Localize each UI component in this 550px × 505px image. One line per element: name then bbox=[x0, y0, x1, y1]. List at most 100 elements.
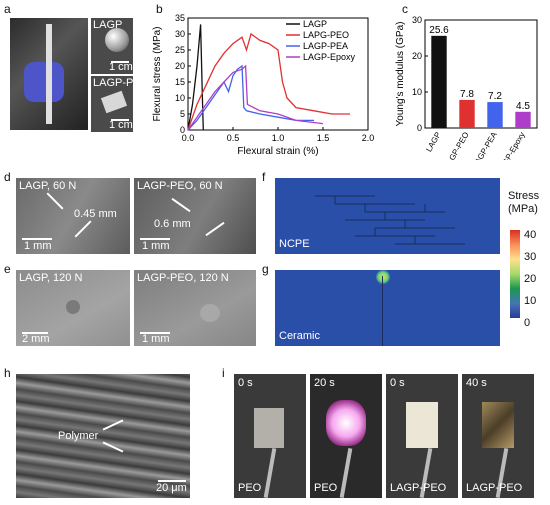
indent-mark bbox=[200, 304, 220, 322]
bar-lagp-pea bbox=[487, 102, 503, 128]
series-line-lagp bbox=[187, 24, 204, 131]
panel-i-time-2: 20 s bbox=[314, 377, 335, 389]
series-line-lagp-epoxy bbox=[187, 64, 324, 131]
panel-a-photo-hand bbox=[10, 18, 88, 130]
scale-bar bbox=[22, 238, 52, 240]
panel-a-letter: a bbox=[4, 2, 11, 16]
flame-glow bbox=[326, 400, 366, 446]
burned-film bbox=[482, 402, 514, 448]
sphere-shape bbox=[105, 28, 129, 52]
y-tick-label: 5 bbox=[180, 109, 185, 119]
stress-hotspot bbox=[376, 270, 390, 284]
panel-i-sample-4: LAGP-PEO bbox=[466, 482, 523, 494]
x-tick-label: 2.0 bbox=[362, 133, 375, 143]
bar-value-label: 7.2 bbox=[488, 91, 502, 102]
bar-lagp bbox=[431, 35, 447, 129]
panel-i-sample-1: PEO bbox=[238, 482, 262, 494]
y-tick-label: 30 bbox=[412, 15, 422, 25]
panel-e-right-scale: 1 mm bbox=[142, 333, 170, 345]
indent-arrow bbox=[46, 192, 64, 210]
x-tick-label: 0.0 bbox=[182, 133, 195, 143]
panel-d-left-scale: 1 mm bbox=[24, 240, 52, 252]
colorbar-ticks: 40 30 20 10 0 bbox=[524, 224, 536, 334]
panel-i-frame-3: 0 s LAGP-PEO bbox=[386, 374, 458, 498]
y-tick-label: 35 bbox=[175, 13, 185, 23]
glove-shape bbox=[24, 62, 64, 102]
x-tick-label: 1.0 bbox=[272, 133, 285, 143]
panel-d-letter: d bbox=[4, 170, 11, 184]
panel-h-sem-image: Polymer 20 μm bbox=[16, 374, 190, 498]
indent-mark bbox=[66, 300, 80, 314]
legend-label: LAGP-Epoxy bbox=[303, 52, 356, 62]
bar-lagp-peo bbox=[459, 99, 475, 128]
category-label: LAGP-Epoxy bbox=[496, 131, 527, 161]
panel-i-time-1: 0 s bbox=[238, 377, 253, 389]
panel-e-left-label: LAGP, 120 N bbox=[19, 272, 83, 284]
panel-d-left-image: LAGP, 60 N 0.45 mm 1 mm bbox=[16, 178, 130, 254]
panel-e-right-label: LAGP-PEO, 120 N bbox=[137, 272, 229, 284]
legend-label: LAPG-PEO bbox=[303, 30, 349, 40]
bar-value-label: 7.8 bbox=[460, 89, 474, 100]
category-label: LAGP bbox=[424, 131, 442, 154]
polymer-arrow bbox=[102, 419, 124, 431]
bar-lagp-epoxy bbox=[515, 111, 531, 128]
colorbar-tick: 40 bbox=[524, 229, 537, 241]
y-tick-label: 20 bbox=[175, 61, 185, 71]
bent-sheet-shape bbox=[100, 90, 128, 114]
panel-c-letter: c bbox=[402, 2, 408, 16]
colorbar-tick: 20 bbox=[524, 273, 537, 285]
scale-bar bbox=[111, 119, 129, 121]
lagp-peo-film bbox=[406, 402, 438, 448]
y-tick-label: 10 bbox=[412, 87, 422, 97]
panel-i-time-3: 0 s bbox=[390, 377, 405, 389]
y-tick-label: 0 bbox=[417, 123, 422, 133]
panel-f-letter: f bbox=[262, 170, 266, 184]
indent-arrow bbox=[171, 197, 191, 213]
series-line-lapg-peo bbox=[187, 32, 350, 131]
bar-value-label: 25.6 bbox=[429, 25, 449, 36]
y-axis-label: Young's modulus (GPa) bbox=[395, 22, 406, 127]
panel-i-frame-1: 0 s PEO bbox=[234, 374, 306, 498]
bar-value-label: 4.5 bbox=[516, 101, 530, 112]
panel-i-letter: i bbox=[222, 366, 225, 380]
crack-line bbox=[382, 276, 383, 346]
panel-d-right-label: LAGP-PEO, 60 N bbox=[137, 180, 223, 192]
crack-network bbox=[315, 195, 465, 245]
panel-a-scale-bottom: 1 cm bbox=[109, 119, 133, 131]
y-tick-label: 0 bbox=[180, 125, 185, 135]
panel-g-label: Ceramic bbox=[279, 330, 320, 342]
legend-label: LAGP bbox=[303, 19, 327, 29]
panel-h-label: Polymer bbox=[58, 430, 99, 442]
panel-e-left-scale: 2 mm bbox=[22, 333, 50, 345]
panel-f-label: NCPE bbox=[279, 238, 310, 250]
scale-bar bbox=[158, 480, 186, 482]
colorbar-tick: 30 bbox=[524, 251, 537, 263]
panel-b-letter: b bbox=[156, 2, 163, 16]
panel-a-scale-top: 1 cm bbox=[109, 61, 133, 73]
panel-d-right-scale: 1 mm bbox=[142, 240, 170, 252]
tweezers bbox=[339, 448, 353, 498]
panel-h-scale: 20 μm bbox=[156, 482, 187, 494]
x-tick-label: 1.5 bbox=[317, 133, 330, 143]
panel-d-right-dimension: 0.6 mm bbox=[154, 218, 191, 230]
panel-i-frame-4: 40 s LAGP-PEO bbox=[462, 374, 534, 498]
panel-d-right-image: LAGP-PEO, 60 N 0.6 mm 1 mm bbox=[134, 178, 256, 254]
tube-shape bbox=[46, 24, 52, 124]
polymer-arrow bbox=[102, 441, 124, 453]
scale-bar bbox=[111, 61, 129, 63]
tweezers bbox=[263, 448, 277, 498]
panel-d-left-label: LAGP, 60 N bbox=[19, 180, 77, 192]
x-tick-label: 0.5 bbox=[227, 133, 240, 143]
y-tick-label: 25 bbox=[175, 45, 185, 55]
legend-label: LAGP-PEA bbox=[303, 41, 348, 51]
panel-i-frame-2: 20 s PEO bbox=[310, 374, 382, 498]
panel-a-label-lagp: LAGP bbox=[93, 19, 123, 31]
indent-arrow bbox=[74, 220, 92, 238]
colorbar bbox=[510, 230, 520, 318]
panel-e-left-image: LAGP, 120 N 2 mm bbox=[16, 270, 130, 346]
category-label: LAGP-PEA bbox=[471, 130, 499, 160]
panel-i-time-4: 40 s bbox=[466, 377, 487, 389]
category-label: LAGP-PEO bbox=[442, 131, 470, 161]
panel-a-photo-lagp: LAGP 1 cm bbox=[91, 18, 133, 74]
panel-h-letter: h bbox=[4, 366, 11, 380]
